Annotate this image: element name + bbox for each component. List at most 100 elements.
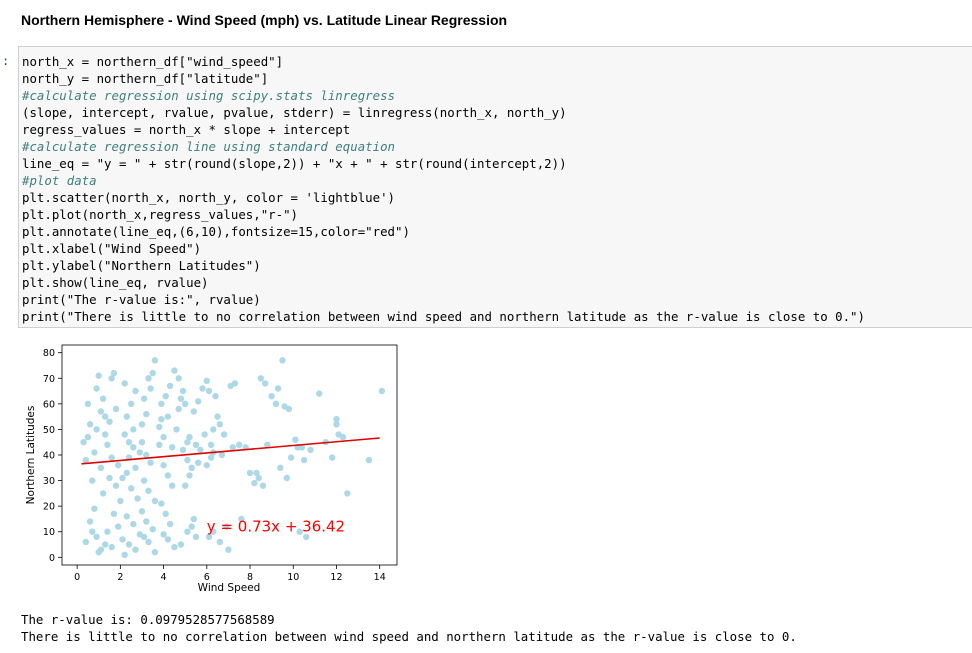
scatter-point (186, 472, 193, 479)
y-tick-label: 60 (43, 399, 55, 410)
scatter-point (93, 533, 100, 541)
scatter-point (132, 387, 139, 395)
scatter-point (220, 431, 228, 438)
chart-svg: 0 2 4 6 8 10 12 14 0 10 20 30 40 50 60 70 80 y = 0.73x … (25, 344, 398, 594)
code-comment: #plot data (22, 173, 97, 188)
scatter-point (264, 441, 271, 448)
scatter-point (169, 482, 176, 489)
scatter-point (333, 421, 340, 428)
x-tick-label: 8 (247, 572, 253, 583)
code-line: north_x = northern_df["wind_speed"] (22, 54, 284, 69)
scatter-point (97, 408, 105, 415)
scatter-point (143, 410, 150, 418)
scatter-point (115, 462, 122, 469)
scatter-point (164, 536, 172, 543)
code-cell[interactable]: north_x = northern_df["wind_speed"] nort… (18, 46, 972, 328)
scatter-point (119, 474, 126, 482)
scatter-point (259, 482, 267, 489)
scatter-point (130, 426, 137, 433)
x-tick-label: 10 (287, 572, 299, 583)
scatter-point (166, 520, 174, 528)
y-tick-label: 70 (43, 374, 55, 385)
scatter-point (138, 439, 146, 446)
scatter-point (128, 400, 135, 407)
scatter-point (117, 497, 124, 505)
scatter-point (339, 433, 347, 441)
scatter-point (121, 380, 128, 387)
scatter-point (190, 408, 197, 415)
scatter-point (106, 474, 113, 482)
scatter-point (102, 431, 109, 438)
scatter-point (298, 444, 306, 451)
code-line: north_y = northern_df["latitude"] (22, 71, 269, 86)
scatter-point (182, 400, 189, 407)
scatter-point (123, 513, 130, 520)
scatter-point (205, 533, 213, 541)
regression-line (81, 437, 380, 465)
scatter-point (108, 454, 115, 461)
scatter-point (119, 536, 126, 543)
x-tick-label: 4 (161, 572, 167, 583)
scatter-point (149, 526, 156, 533)
scatter-point (151, 357, 159, 364)
y-tick-label: 0 (49, 553, 55, 564)
scatter-point (160, 462, 167, 469)
scatter-point (177, 395, 185, 402)
scatter-point (112, 405, 120, 413)
scatter-point (156, 423, 163, 431)
scatter-point (93, 385, 100, 392)
scatter-point (179, 387, 187, 395)
scatter-point (307, 446, 314, 454)
scatter-point (91, 449, 98, 456)
x-axis-label: Wind Speed (198, 582, 261, 594)
scatter-point (125, 439, 133, 446)
scatter-point (134, 495, 141, 502)
scatter-point (212, 393, 219, 400)
scatter-point (132, 546, 139, 553)
scatter-point (171, 543, 178, 551)
scatter-point (104, 528, 111, 535)
scatter-point (199, 385, 206, 392)
scatter-point (151, 549, 159, 556)
scatter-point (89, 477, 96, 484)
scatter-point (108, 375, 115, 382)
scatter-point (136, 449, 143, 456)
scatter-point (216, 421, 223, 428)
code-editor[interactable]: north_x = northern_df["wind_speed"] nort… (22, 53, 865, 325)
scatter-point (121, 431, 128, 438)
cell-output: The r-value is: 0.0979528577568589 There… (21, 611, 797, 645)
scatter-point (115, 523, 122, 530)
scatter-point (279, 357, 286, 364)
scatter-point (84, 400, 92, 407)
scatter-point (303, 533, 310, 541)
scatter-point (123, 413, 130, 420)
scatter-point (147, 459, 154, 466)
x-tick-label: 14 (374, 572, 386, 583)
scatter-point (188, 464, 195, 471)
scatter-point (195, 459, 202, 466)
output-line-conclusion: There is little to no correlation betwee… (21, 629, 797, 644)
scatter-point (158, 400, 165, 407)
code-line: plt.ylabel("Northern Latitudes") (22, 258, 261, 273)
scatter-point (236, 441, 243, 448)
scatter-point (140, 395, 148, 402)
scatter-point (160, 433, 167, 441)
scatter-point (110, 510, 118, 517)
scatter-point (316, 390, 323, 397)
scatter-point (179, 446, 187, 454)
scatter-point (283, 474, 290, 482)
scatter-point (238, 515, 245, 523)
scatter-point (130, 444, 137, 451)
scatter-point (195, 398, 202, 405)
y-tick-label: 10 (43, 527, 55, 538)
scatter-point (95, 372, 102, 379)
scatter-point (104, 441, 111, 448)
scatter-point (145, 538, 152, 546)
scatter-point (184, 439, 191, 446)
scatter-point (121, 551, 128, 558)
scatter-point (378, 387, 386, 395)
scatter-point (160, 531, 167, 538)
scatter-point (158, 500, 165, 507)
scatter-point (231, 380, 239, 387)
code-line: line_eq = "y = " + str(round(slope,2)) +… (22, 156, 567, 171)
